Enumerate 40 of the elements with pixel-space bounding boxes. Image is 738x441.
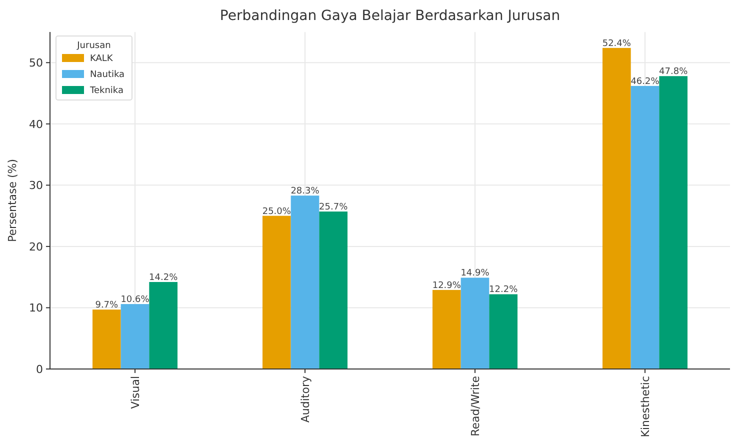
bar <box>319 212 348 369</box>
x-tick-label: Read/Write <box>468 376 482 436</box>
data-label: 9.7% <box>95 300 119 311</box>
bar <box>149 282 178 369</box>
y-tick-label: 10 <box>29 302 43 315</box>
bar <box>630 86 660 369</box>
y-tick-label: 40 <box>29 118 43 131</box>
bar <box>659 76 688 369</box>
bar <box>432 290 461 369</box>
bar <box>262 216 291 369</box>
bar <box>120 304 150 369</box>
data-label: 12.2% <box>489 285 518 296</box>
data-label: 10.6% <box>120 295 150 306</box>
legend-label: Teknika <box>89 86 124 96</box>
data-label: 47.8% <box>659 67 688 78</box>
y-tick-label: 0 <box>36 362 43 376</box>
legend-title: Jurusan <box>76 41 111 51</box>
y-tick-label: 20 <box>29 240 43 254</box>
data-label: 28.3% <box>290 186 320 197</box>
y-tick-label: 50 <box>29 56 43 70</box>
data-label: 12.9% <box>432 280 462 291</box>
data-label: 46.2% <box>630 76 660 87</box>
legend-label: KALK <box>90 54 114 64</box>
legend-label: Nautika <box>90 70 125 80</box>
x-tick-label: Visual <box>128 376 142 409</box>
data-label: 25.0% <box>262 206 292 217</box>
y-axis-title: Persentase (%) <box>6 158 19 242</box>
bar <box>290 196 320 369</box>
x-tick-label: Kinesthetic <box>638 376 652 438</box>
bar <box>92 310 121 369</box>
data-label: 14.9% <box>460 268 490 279</box>
data-label: 14.2% <box>149 272 178 283</box>
chart-title: Perbandingan Gaya Belajar Berdasarkan Jurusan <box>220 8 560 24</box>
bar <box>602 48 631 369</box>
data-label: 25.7% <box>319 202 348 213</box>
bar <box>489 294 518 369</box>
x-tick-label: Auditory <box>298 376 312 423</box>
bar <box>460 278 490 369</box>
data-label: 52.4% <box>602 38 632 49</box>
y-tick-label: 30 <box>29 179 43 192</box>
